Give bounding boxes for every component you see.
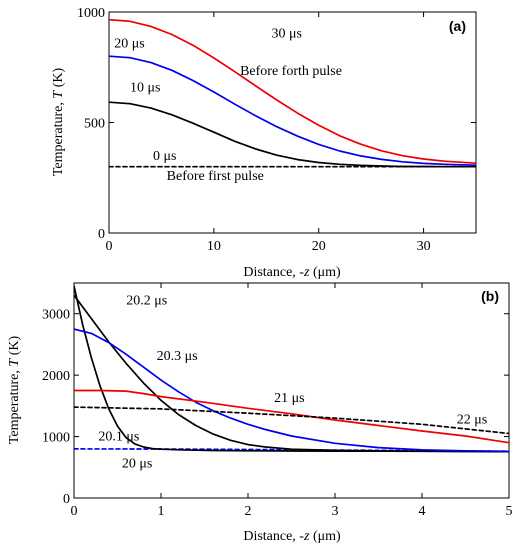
panel-a-annotation-label: 20 μs: [114, 36, 144, 51]
panel-a-y-axis-label: Temperature, T (K): [51, 68, 66, 177]
panel-a-y-tick-label: 0: [98, 227, 105, 242]
panel-a-x-tick-label: 10: [207, 239, 221, 254]
panel-a-annotation-label: Before first pulse: [167, 169, 264, 184]
panel-b-label: (b): [481, 288, 499, 304]
panel-a-x-axis-label: Distance, -z (μm): [243, 265, 341, 280]
panel-a-x-tick-label: 0: [106, 239, 113, 254]
panel-b-series-21s-line: [74, 389, 509, 444]
panel-b-x-tick-label: 2: [245, 504, 252, 519]
panel-a-series-30s-line: [109, 18, 476, 165]
panel-b-x-axis-label: Distance, -z (μm): [243, 529, 341, 544]
panel-b-x-tick-label: 5: [506, 504, 513, 519]
panel-b-y-axis-label: Temperature, T (K): [7, 336, 22, 445]
panel-a-series-20s-line: [109, 55, 476, 167]
panel-a: 0 10 20 30 0 500 1000 30 μs 20 μs Before forth p…: [51, 6, 477, 280]
panel-b-annotation-label: 21 μs: [274, 391, 304, 406]
panel-a-annotation-label: Before forth pulse: [240, 64, 342, 79]
panel-b-annotation-label: 20.2 μs: [126, 294, 167, 309]
panel-b-annotation-label: 20 μs: [122, 456, 152, 471]
panel-a-y-tick-label: 500: [84, 117, 105, 132]
panel-a-series-10s-line: [109, 101, 476, 168]
panel-b-y-tick-label: 2000: [42, 369, 70, 384]
panel-b: 0 1 2 3 4 5 0 1000 2000 3000 20.2 μs 20.3 μs 21 μs 2…: [7, 282, 513, 544]
panel-b-series-20-2s-line: [74, 294, 509, 453]
panel-a-annotation-label: 10 μs: [130, 81, 160, 96]
panel-a-label: (a): [449, 18, 466, 34]
panel-a-annotation-label: 0 μs: [153, 149, 176, 164]
panel-b-x-tick-label: 1: [158, 504, 165, 519]
panel-b-y-tick-label: 0: [63, 492, 70, 507]
panel-b-annotation-label: 20.3 μs: [157, 349, 198, 364]
panel-a-x-tick-label: 20: [312, 239, 326, 254]
panel-b-y-tick-label: 1000: [42, 431, 70, 446]
panel-a-y-tick-label: 1000: [77, 6, 105, 21]
panel-b-series-22s-line: [74, 406, 509, 435]
panel-b-annotation-label: 20.1 μs: [98, 429, 139, 444]
panel-a-x-tick-label: 30: [417, 239, 431, 254]
panel-b-x-tick-label: 0: [71, 504, 78, 519]
panel-a-annotation-label: 30 μs: [272, 26, 302, 41]
panel-a-frame: [108, 11, 477, 234]
panel-b-y-tick-label: 3000: [42, 308, 70, 323]
panel-b-annotation-label: 22 μs: [457, 413, 487, 428]
panel-b-x-tick-label: 3: [332, 504, 339, 519]
panel-b-x-tick-label: 4: [419, 504, 426, 519]
panel-b-series-20-3s-line: [74, 328, 509, 453]
